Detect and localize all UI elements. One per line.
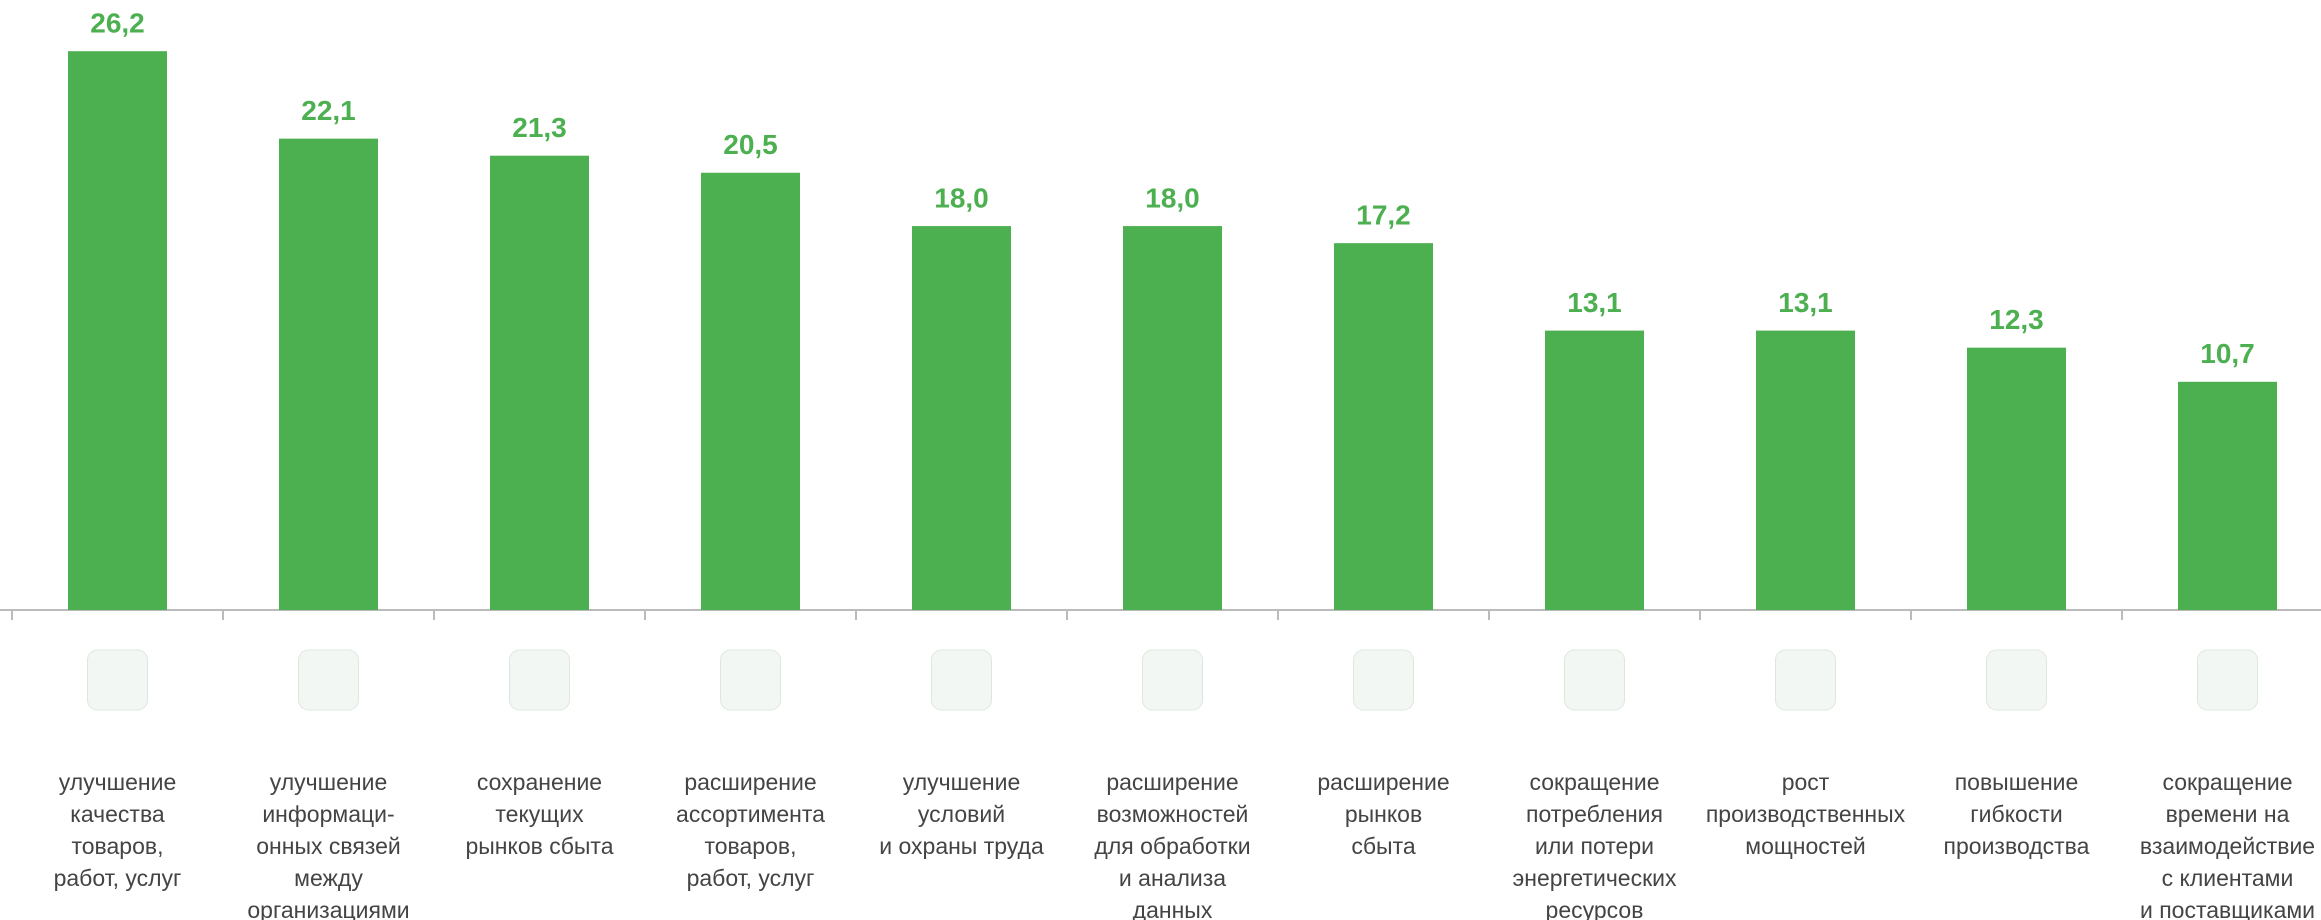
x-tick-label: расширение ассортимента товаров, работ, усл… — [676, 769, 825, 891]
value-label: 18,0 — [934, 182, 989, 213]
x-tick-label: улучшение качества товаров, работ, услуг — [54, 769, 182, 891]
bar — [701, 172, 800, 610]
value-label: 17,2 — [1356, 200, 1411, 231]
bar — [1756, 330, 1855, 610]
bar — [1545, 330, 1644, 610]
x-tick-label: расширение рынков сбыта — [1317, 769, 1449, 859]
bar — [1123, 226, 1222, 610]
icon — [1775, 649, 1836, 711]
value-label: 13,1 — [1567, 287, 1622, 318]
bar — [490, 155, 589, 611]
value-label: 12,3 — [1989, 304, 2044, 335]
bar — [279, 138, 378, 611]
icon — [509, 649, 570, 711]
icon — [1353, 649, 1414, 711]
value-label: 13,1 — [1778, 287, 1833, 318]
bar — [68, 51, 167, 610]
value-label: 26,2 — [90, 8, 145, 39]
icon — [1142, 649, 1203, 711]
bar — [1334, 243, 1433, 610]
bar — [912, 226, 1011, 610]
icon — [2197, 649, 2258, 711]
x-tick-label: сохранение текущих рынков сбыта — [465, 769, 613, 859]
x-tick-label: улучшение информаци-онных связей между орга… — [247, 769, 409, 920]
icon — [1986, 649, 2047, 711]
icon — [87, 649, 148, 711]
x-tick-label: рост производственных мощностей — [1706, 769, 1906, 859]
x-tick-label: повышение гибкости производства — [1944, 769, 2090, 859]
x-tick-label: сокращение времени на взаимодействие с клие… — [2140, 769, 2315, 920]
bar — [2178, 381, 2277, 610]
icon — [298, 649, 359, 711]
x-tick-label: расширение возможностей для обработки и ана… — [1094, 769, 1250, 920]
value-label: 20,5 — [723, 129, 778, 160]
icon — [931, 649, 992, 711]
value-label: 22,1 — [301, 95, 356, 126]
icon — [1564, 649, 1625, 711]
bar — [1967, 347, 2066, 610]
value-label: 18,0 — [1145, 182, 1200, 213]
x-tick-label: сокращение потребления или потери энергетич… — [1513, 769, 1677, 920]
icon — [720, 649, 781, 711]
value-label: 21,3 — [512, 112, 567, 143]
x-tick-label: улучшение условий и охраны труда — [879, 769, 1044, 859]
value-label: 10,7 — [2200, 338, 2255, 369]
